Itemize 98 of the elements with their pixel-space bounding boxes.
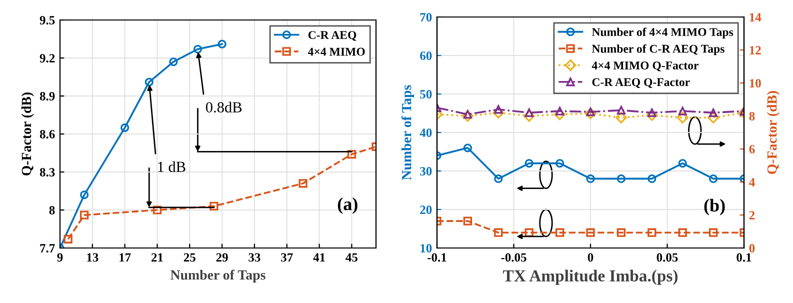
y2-tick-label: 6	[749, 145, 755, 154]
point	[554, 108, 566, 120]
x-tick-label: 45	[346, 253, 358, 262]
legend-label: 4×4 MIMO	[308, 48, 365, 56]
point	[616, 106, 626, 115]
y-tick-label: 8.9	[40, 92, 55, 101]
point	[64, 234, 72, 244]
point	[678, 228, 687, 237]
y2-tick-label: 2	[749, 211, 755, 220]
legend-label: C-R AEQ Q-Factor	[592, 78, 690, 88]
y2-tick-label: 8	[749, 112, 755, 120]
point	[708, 228, 718, 237]
point	[463, 110, 472, 119]
point	[462, 110, 474, 122]
point	[494, 174, 503, 184]
x-tick-label: 33	[248, 253, 260, 262]
point	[555, 158, 564, 168]
point	[494, 228, 503, 237]
point	[524, 108, 534, 118]
x-tick-label: 21	[152, 253, 163, 262]
point	[144, 78, 154, 86]
y-tick-label: 10	[420, 244, 432, 252]
point	[555, 228, 564, 237]
y2-tick-label: 4	[749, 178, 755, 186]
point	[523, 110, 535, 122]
y-tick-label: 9.5	[40, 16, 55, 25]
x-axis-title: TX Amplitude Imba.(ps)	[503, 270, 678, 285]
y-tick-label: 9.2	[40, 54, 55, 63]
y-tick-label: 7.7	[40, 244, 55, 253]
x-axis-title: Number of Taps	[170, 270, 266, 282]
point	[586, 174, 595, 184]
x-tick-label: 37	[281, 253, 293, 262]
point	[678, 106, 687, 116]
x-tick-label: 0.1	[736, 253, 752, 262]
y2-tick-label: 14	[750, 13, 762, 22]
y-tick-label: 8.3	[40, 168, 55, 177]
legend-label: Number of 4×4 MIMO Taps	[592, 28, 734, 38]
point	[616, 174, 626, 184]
point	[616, 228, 626, 237]
point	[524, 228, 534, 237]
annotation: (b)	[704, 198, 725, 216]
y2-tick-label: 12	[750, 46, 761, 54]
point	[463, 216, 472, 226]
x-tick-label: 0.05	[656, 253, 678, 262]
x-tick-label: -0.1	[428, 253, 446, 262]
legend-label: Number of C-R AEQ Taps	[592, 44, 724, 56]
point	[492, 106, 504, 118]
point	[555, 106, 564, 116]
point	[586, 228, 595, 237]
point	[584, 108, 596, 120]
annotation: (a)	[338, 197, 358, 214]
point	[708, 112, 720, 124]
y-tick-label: 70	[420, 13, 432, 22]
point	[676, 112, 688, 124]
point	[120, 123, 130, 132]
x-tick-label: -0.05	[501, 253, 526, 262]
point	[708, 174, 718, 184]
y-axis-title: Number of Taps	[401, 85, 414, 180]
y-tick-label: 20	[420, 206, 432, 214]
x-tick-label: 17	[120, 253, 131, 262]
point	[80, 210, 89, 220]
point	[678, 158, 687, 168]
point	[169, 57, 178, 66]
point	[80, 190, 89, 200]
point	[218, 40, 226, 48]
legend-label: 4×4 MIMO Q-Factor	[592, 62, 699, 72]
y-tick-label: 30	[420, 167, 432, 176]
x-tick-label: 29	[216, 253, 228, 262]
point	[708, 108, 718, 118]
x-tick-label: 0	[588, 253, 594, 262]
point	[648, 174, 656, 184]
point	[648, 108, 656, 118]
point	[193, 44, 202, 54]
y-tick-label: 60	[420, 52, 432, 60]
point	[615, 112, 627, 124]
x-tick-label: 13	[87, 253, 98, 262]
point	[648, 228, 656, 237]
point	[524, 158, 534, 168]
y-axis-title: Q-Factor (dB)	[21, 92, 34, 176]
point	[210, 202, 218, 211]
legend-label: C-R AEQ	[308, 31, 356, 41]
x-tick-label: 9	[57, 253, 63, 262]
point	[463, 144, 472, 152]
y-tick-label: 8.6	[40, 130, 55, 139]
x-tick-label: 41	[313, 253, 325, 262]
y-tick-label: 40	[420, 128, 432, 137]
y2-tick-label: 0	[749, 244, 755, 252]
x-tick-label: 25	[184, 253, 196, 262]
y2-axis-title: Q-Factor (dB)	[766, 91, 780, 174]
y2-tick-label: 10	[750, 79, 761, 88]
annotation: 0.8dB	[206, 102, 242, 113]
y-tick-label: 50	[420, 90, 432, 98]
y-tick-label: 8	[49, 206, 55, 214]
point	[298, 179, 308, 188]
point	[347, 150, 356, 159]
point	[586, 108, 595, 116]
point	[152, 206, 162, 214]
annotation: 1 dB	[158, 161, 186, 172]
